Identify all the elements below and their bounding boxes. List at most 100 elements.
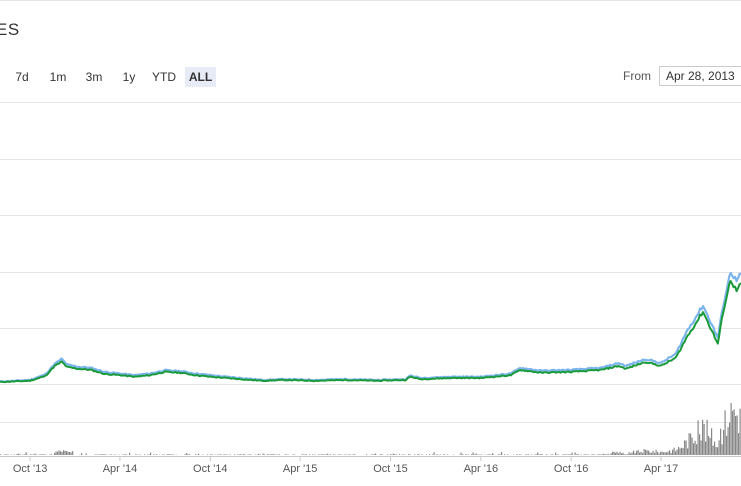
volume-bar [387, 454, 389, 455]
volume-bar [271, 454, 273, 455]
volume-bar [97, 454, 99, 455]
volume-bar [211, 454, 213, 455]
volume-bar [669, 450, 671, 455]
volume-bar [738, 433, 740, 455]
volume-bar [603, 453, 605, 455]
volume-bar [598, 454, 600, 455]
volume-bar [436, 454, 438, 455]
volume-bar [621, 453, 623, 455]
volume-bar [535, 454, 537, 455]
range-button-all[interactable]: ALL [185, 67, 216, 87]
volume-bar [30, 454, 32, 455]
top-border [0, 0, 741, 1]
volume-bar [735, 416, 737, 455]
range-button-ytd[interactable]: YTD [152, 70, 176, 84]
volume-bar [679, 448, 681, 455]
volume-bar [294, 454, 296, 455]
range-button-7d[interactable]: 7d [15, 70, 29, 84]
volume-bar [478, 454, 480, 455]
volume-bar [147, 454, 149, 455]
range-button-1m[interactable]: 1m [49, 70, 67, 84]
volume-bar [520, 454, 522, 455]
volume-bar [301, 454, 303, 455]
volume-bar [657, 451, 659, 455]
volume-bar [408, 454, 410, 455]
volume-bar [592, 454, 594, 455]
volume-bar [421, 454, 423, 455]
volume-bar [340, 454, 342, 455]
volume-bar [688, 433, 690, 455]
volume-bar [61, 452, 63, 455]
volume-bar [403, 454, 405, 455]
volume-bar [322, 454, 324, 455]
volume-bar [343, 454, 345, 455]
volume-bar [264, 454, 266, 455]
volume-bar [268, 454, 270, 455]
x-tick-label: Oct '13 [13, 463, 48, 475]
volume-bar [379, 454, 381, 455]
volume-bar [259, 454, 261, 455]
volume-bar [429, 454, 431, 455]
volume-bar [562, 454, 564, 455]
volume-bar [25, 452, 27, 455]
volume-bar [321, 454, 323, 455]
volume-bar [36, 454, 38, 455]
volume-bar [471, 454, 473, 455]
x-tick-label: Apr '15 [283, 463, 318, 475]
x-tick-label: Apr '16 [464, 463, 499, 475]
chart-title: ES [0, 20, 20, 39]
volume-bar [153, 454, 155, 455]
volume-bar [417, 454, 419, 455]
volume-bar [67, 451, 69, 455]
volume-bar [718, 440, 720, 455]
range-button-1y[interactable]: 1y [122, 70, 136, 84]
volume-bar [580, 454, 582, 455]
volume-bar [685, 440, 687, 455]
volume-bar [186, 453, 188, 455]
volume-bar [6, 454, 8, 455]
volume-bar [274, 454, 276, 455]
range-button-3m[interactable]: 3m [85, 70, 103, 84]
volume-bar [649, 452, 651, 455]
volume-bar [433, 452, 435, 455]
volume-bar [708, 435, 710, 455]
volume-bar [304, 454, 306, 455]
volume-bar [540, 454, 542, 455]
volume-bar [703, 424, 705, 455]
volume-bar [715, 447, 717, 455]
volume-bar [636, 450, 638, 455]
volume-bar [550, 454, 552, 455]
volume-bar [655, 449, 657, 455]
volume-bar [663, 452, 665, 455]
volume-bar [285, 454, 287, 455]
volume-bar [217, 454, 219, 455]
series-line-upper [0, 271, 741, 383]
volume-bar [66, 451, 68, 455]
volume-bar [391, 454, 393, 455]
volume-bar [366, 454, 368, 455]
volume-bar [472, 452, 474, 455]
volume-bar [103, 454, 105, 455]
volume-bar [168, 454, 170, 455]
volume-bar [238, 454, 240, 455]
volume-bar [381, 454, 383, 455]
volume-bar [418, 454, 420, 455]
volume-bar [607, 453, 609, 455]
volume-bar [111, 454, 113, 455]
volume-bar [70, 452, 72, 455]
volume-bar [613, 451, 615, 455]
volume-bar [465, 454, 467, 455]
volume-bar [537, 452, 539, 455]
volume-bar [318, 454, 320, 455]
volume-bar [616, 451, 618, 455]
volume-bar [726, 435, 728, 455]
volume-bar [349, 454, 351, 455]
volume-bar [501, 452, 503, 455]
volume-bar [594, 454, 596, 455]
volume-bar [373, 454, 375, 455]
volume-bar [519, 454, 521, 455]
x-tick-label: Oct '14 [193, 463, 228, 475]
from-date-input[interactable] [659, 66, 741, 86]
volume-bar [144, 454, 146, 455]
volume-bar [615, 452, 617, 455]
